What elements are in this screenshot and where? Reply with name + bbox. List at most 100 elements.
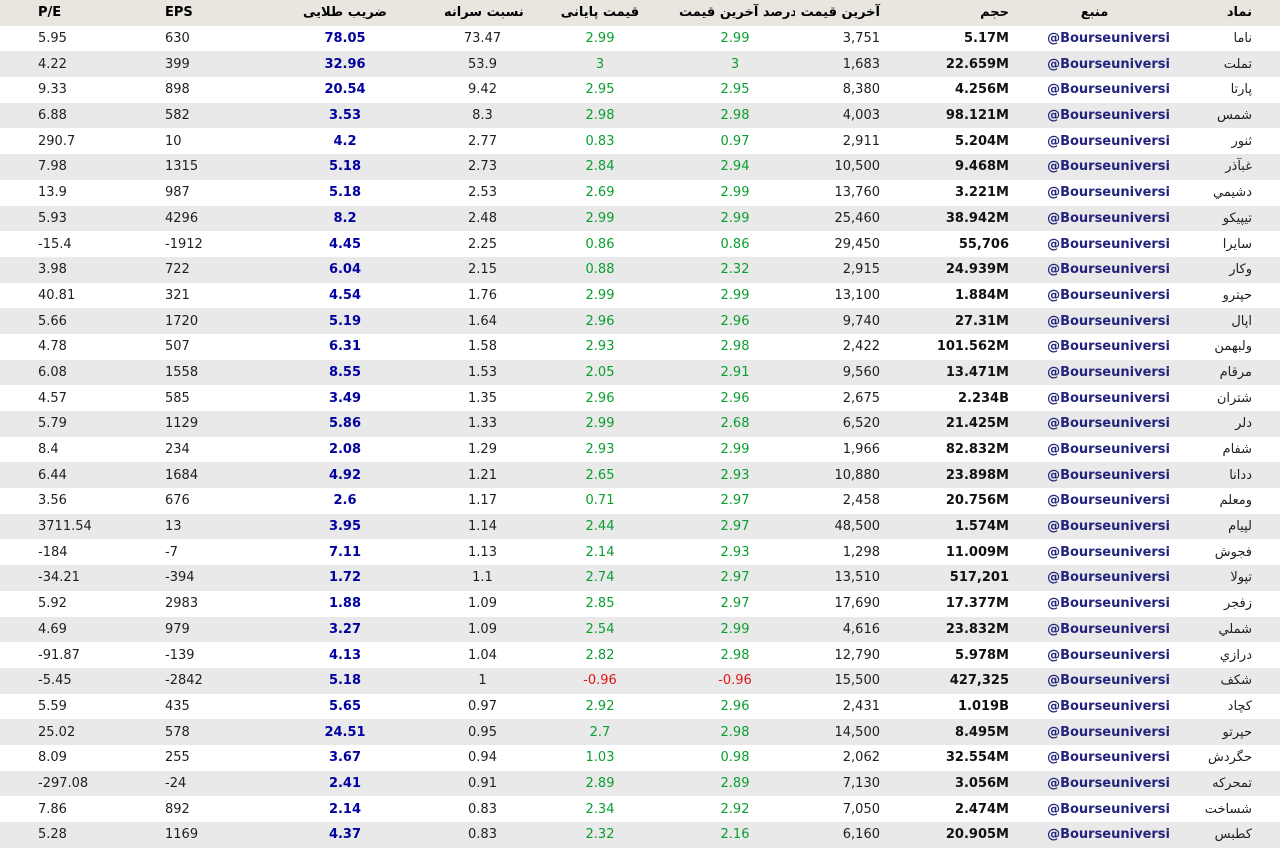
cell-source[interactable]: @Bourseuniversi [1047, 236, 1170, 252]
cell-symbol: شملي [1218, 621, 1252, 637]
cell-volume: 32.554M [945, 750, 1009, 766]
cell-source[interactable]: @Bourseuniversi [1047, 827, 1170, 843]
cell-source[interactable]: @Bourseuniversi [1047, 467, 1170, 483]
table-row: مرقام @Bourseuniversi 13.471M 9,560 2.91 2.05… [0, 359, 1280, 386]
cell-source[interactable]: @Bourseuniversi [1047, 698, 1170, 714]
cell-source[interactable]: @Bourseuniversi [1047, 313, 1170, 329]
cell-pe: 3.56 [38, 493, 67, 509]
cell-pe: -297.08 [38, 775, 89, 791]
table-row: وكار @Bourseuniversi 24.939M 2,915 2.32 0.88 2… [0, 256, 1280, 283]
cell-symbol: فجوش [1214, 544, 1252, 560]
cell-source[interactable]: @Bourseuniversi [1047, 31, 1170, 47]
cell-close: 2.14 [585, 544, 615, 560]
cell-ratio: 8.3 [472, 108, 493, 124]
table-row: زفجر @Bourseuniversi 17.377M 17,690 2.97 2.85… [0, 590, 1280, 617]
cell-ratio: 2.15 [468, 262, 497, 278]
cell-last_price: 7,130 [842, 775, 880, 791]
cell-golden: 3.95 [328, 519, 362, 535]
cell-golden: 3.49 [328, 390, 362, 406]
cell-last_price: 2,458 [842, 493, 880, 509]
cell-last_pct: 3 [730, 56, 740, 72]
cell-last_price: 10,500 [834, 159, 881, 175]
cell-source[interactable]: @Bourseuniversi [1047, 750, 1170, 766]
cell-ratio: 1.09 [468, 596, 497, 612]
cell-eps: -2842 [165, 673, 203, 689]
cell-volume: 5.204M [954, 133, 1009, 149]
cell-source[interactable]: @Bourseuniversi [1047, 621, 1170, 637]
cell-pe: 8.09 [38, 750, 67, 766]
cell-source[interactable]: @Bourseuniversi [1047, 390, 1170, 406]
cell-source[interactable]: @Bourseuniversi [1047, 339, 1170, 355]
cell-pe: 13.9 [38, 185, 67, 201]
cell-close: 2.98 [585, 108, 615, 124]
cell-eps: 1720 [165, 313, 199, 329]
column-header-ratio[interactable]: نسبت سرانه [444, 5, 524, 21]
column-header-last_price[interactable]: آخرین قیمت [800, 5, 880, 21]
cell-source[interactable]: @Bourseuniversi [1047, 210, 1170, 226]
cell-eps: 630 [165, 31, 190, 47]
cell-symbol: حپرتو [1222, 724, 1252, 740]
column-header-source[interactable]: منبع [1080, 5, 1109, 21]
cell-close: 2.44 [585, 519, 615, 535]
column-header-symbol[interactable]: نماد [1226, 5, 1252, 21]
cell-ratio: 1.21 [468, 467, 497, 483]
cell-source[interactable]: @Bourseuniversi [1047, 82, 1170, 98]
column-header-pe[interactable]: P/E [38, 5, 62, 21]
cell-eps: 722 [165, 262, 190, 278]
table-row: ددانا @Bourseuniversi 23.898M 10,880 2.93 2.6… [0, 462, 1280, 489]
column-header-volume[interactable]: حجم [980, 5, 1009, 21]
cell-eps: 1684 [165, 467, 199, 483]
cell-close: 2.99 [585, 287, 615, 303]
cell-symbol: شمس [1217, 108, 1252, 124]
cell-source[interactable]: @Bourseuniversi [1047, 570, 1170, 586]
cell-source[interactable]: @Bourseuniversi [1047, 442, 1170, 458]
cell-source[interactable]: @Bourseuniversi [1047, 185, 1170, 201]
cell-source[interactable]: @Bourseuniversi [1047, 673, 1170, 689]
column-header-golden[interactable]: ضریب طلایی [303, 5, 387, 21]
column-header-last_pct[interactable]: درصد آخرین قیمت [679, 5, 795, 21]
cell-golden: 1.88 [328, 596, 362, 612]
cell-close: 2.65 [585, 467, 615, 483]
cell-source[interactable]: @Bourseuniversi [1047, 108, 1170, 124]
cell-eps: 13 [165, 519, 182, 535]
cell-last_pct: 2.93 [720, 544, 750, 560]
cell-source[interactable]: @Bourseuniversi [1047, 364, 1170, 380]
column-header-eps[interactable]: EPS [165, 5, 193, 21]
cell-source[interactable]: @Bourseuniversi [1047, 287, 1170, 303]
table-row: ولبهمن @Bourseuniversi 101.562M 2,422 2.98 2.… [0, 333, 1280, 360]
cell-pe: 4.78 [38, 339, 67, 355]
cell-source[interactable]: @Bourseuniversi [1047, 519, 1170, 535]
cell-last_pct: 2.91 [720, 364, 750, 380]
cell-source[interactable]: @Bourseuniversi [1047, 801, 1170, 817]
cell-golden: 4.13 [328, 647, 362, 663]
cell-last_price: 4,003 [842, 108, 880, 124]
cell-source[interactable]: @Bourseuniversi [1047, 159, 1170, 175]
cell-volume: 8.495M [954, 724, 1009, 740]
cell-eps: -139 [165, 647, 195, 663]
table-row: درازي @Bourseuniversi 5.978M 12,790 2.98 2.82… [0, 642, 1280, 668]
cell-close: 0.83 [585, 133, 615, 149]
column-header-close[interactable]: قیمت پایانی [560, 5, 640, 21]
cell-last_pct: 2.99 [720, 31, 750, 47]
cell-volume: 98.121M [945, 108, 1009, 124]
cell-ratio: 1.13 [468, 544, 497, 560]
cell-pe: 290.7 [38, 133, 76, 149]
table-row: شملي @Bourseuniversi 23.832M 4,616 2.99 2.54 1… [0, 616, 1280, 643]
cell-volume: 3.056M [954, 775, 1009, 791]
cell-source[interactable]: @Bourseuniversi [1047, 493, 1170, 509]
cell-ratio: 9.42 [468, 82, 497, 98]
cell-source[interactable]: @Bourseuniversi [1047, 775, 1170, 791]
cell-source[interactable]: @Bourseuniversi [1047, 133, 1170, 149]
cell-source[interactable]: @Bourseuniversi [1047, 262, 1170, 278]
cell-source[interactable]: @Bourseuniversi [1047, 724, 1170, 740]
cell-source[interactable]: @Bourseuniversi [1047, 56, 1170, 72]
cell-source[interactable]: @Bourseuniversi [1047, 544, 1170, 560]
cell-source[interactable]: @Bourseuniversi [1047, 596, 1170, 612]
cell-source[interactable]: @Bourseuniversi [1047, 416, 1170, 432]
cell-golden: 2.41 [328, 775, 362, 791]
cell-golden: 8.55 [328, 364, 362, 380]
table-body: ناما @Bourseuniversi 5.17M 3,751 2.99 2.99 73.… [0, 25, 1280, 848]
cell-close: 2.92 [585, 698, 615, 714]
cell-source[interactable]: @Bourseuniversi [1047, 647, 1170, 663]
cell-last_price: 29,450 [834, 236, 881, 252]
